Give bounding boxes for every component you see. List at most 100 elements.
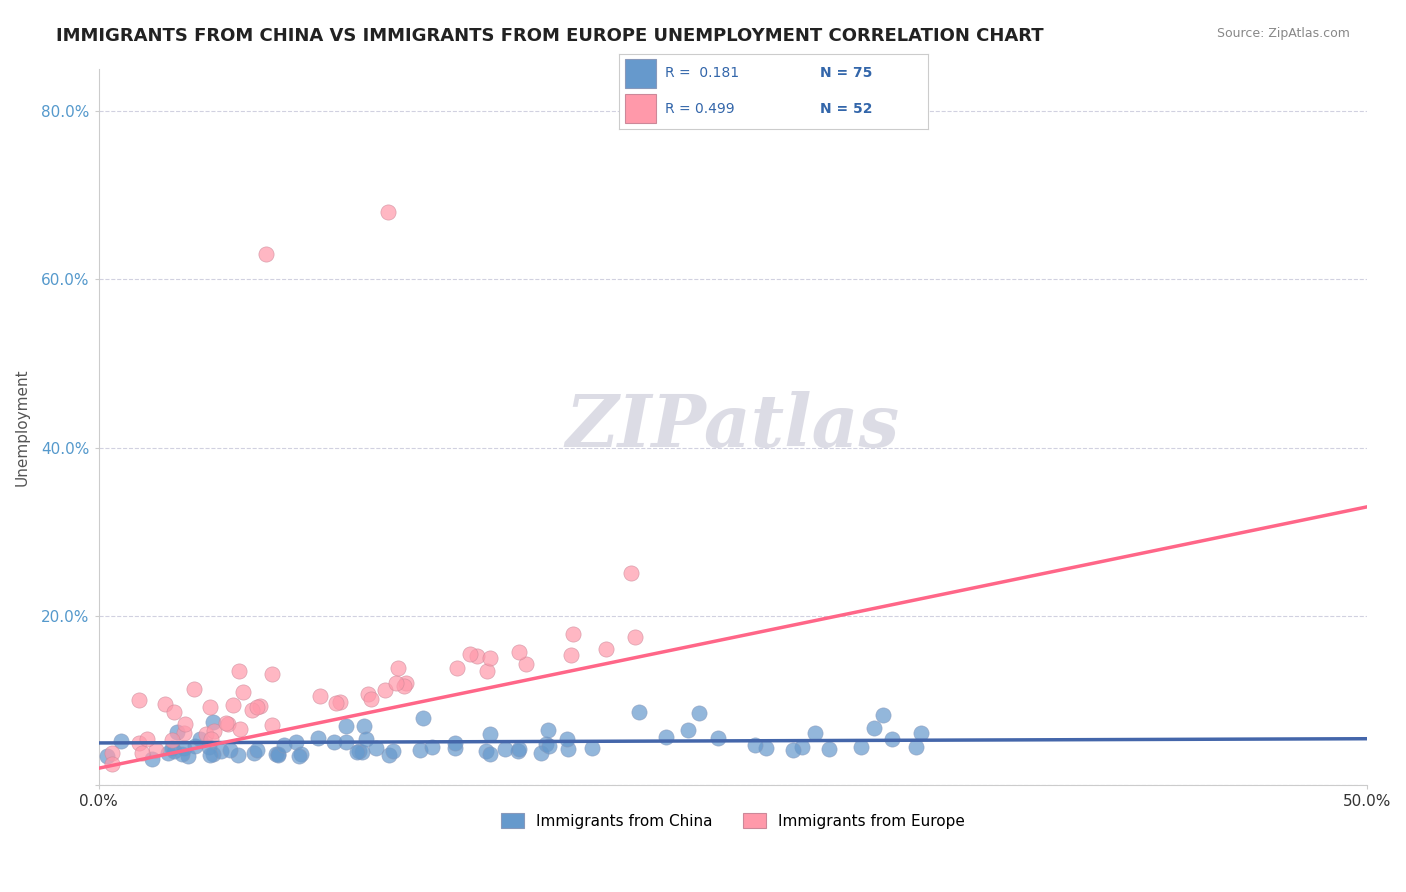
Point: [267, 747, 290, 762]
Point: [849, 739, 872, 754]
Point: [163, 705, 186, 719]
Point: [173, 741, 195, 756]
Point: [128, 693, 150, 707]
Point: [198, 748, 221, 763]
Point: [260, 666, 283, 681]
Point: [141, 751, 163, 765]
Point: [385, 676, 408, 690]
Point: [173, 717, 195, 731]
Point: [620, 566, 643, 581]
Point: [177, 748, 200, 763]
Point: [240, 703, 263, 717]
Point: [200, 732, 222, 747]
Point: [534, 737, 557, 751]
Point: [446, 661, 468, 675]
Point: [202, 724, 225, 739]
Point: [444, 736, 467, 750]
Point: [173, 725, 195, 739]
Point: [218, 743, 240, 757]
Point: [209, 744, 232, 758]
Point: [262, 718, 284, 732]
Point: [508, 644, 530, 658]
Point: [249, 698, 271, 713]
Point: [478, 651, 501, 665]
Point: [555, 731, 578, 746]
Text: R = 0.499: R = 0.499: [665, 102, 735, 116]
Point: [273, 739, 295, 753]
Text: N = 75: N = 75: [820, 66, 872, 80]
Point: [357, 687, 380, 701]
Point: [465, 648, 488, 663]
FancyBboxPatch shape: [624, 59, 655, 87]
Point: [222, 698, 245, 712]
Point: [560, 648, 582, 662]
Point: [290, 747, 312, 762]
Point: [863, 721, 886, 735]
Point: [478, 747, 501, 761]
Point: [136, 732, 159, 747]
Point: [412, 711, 434, 725]
Point: [284, 735, 307, 749]
Point: [910, 726, 932, 740]
Point: [392, 679, 415, 693]
Point: [538, 739, 561, 754]
Point: [530, 747, 553, 761]
Point: [195, 727, 218, 741]
Point: [254, 247, 277, 261]
Point: [506, 744, 529, 758]
Point: [409, 743, 432, 757]
Point: [537, 723, 560, 738]
Point: [477, 664, 499, 678]
Point: [346, 745, 368, 759]
Point: [562, 627, 585, 641]
Point: [872, 708, 894, 723]
Point: [624, 630, 647, 644]
Point: [349, 744, 371, 758]
Point: [595, 642, 617, 657]
Point: [163, 744, 186, 758]
Point: [654, 730, 676, 744]
Point: [267, 747, 290, 762]
Point: [395, 675, 418, 690]
Point: [153, 698, 176, 712]
Point: [494, 741, 516, 756]
Point: [581, 740, 603, 755]
Point: [387, 660, 409, 674]
Point: [198, 739, 221, 754]
Point: [183, 682, 205, 697]
Point: [420, 739, 443, 754]
Point: [508, 742, 530, 756]
Point: [474, 743, 496, 757]
Point: [707, 731, 730, 745]
Point: [201, 747, 224, 761]
Point: [557, 741, 579, 756]
Point: [817, 741, 839, 756]
Point: [96, 748, 118, 763]
Point: [215, 716, 238, 731]
Point: [110, 733, 132, 747]
Point: [309, 690, 332, 704]
Point: [905, 739, 928, 754]
Point: [335, 719, 357, 733]
Point: [184, 739, 207, 753]
Point: [201, 714, 224, 729]
Point: [377, 204, 399, 219]
Text: N = 52: N = 52: [820, 102, 872, 116]
Point: [374, 683, 396, 698]
Point: [217, 717, 239, 731]
Text: R =  0.181: R = 0.181: [665, 66, 740, 80]
Point: [157, 747, 180, 761]
Point: [515, 657, 537, 671]
Text: IMMIGRANTS FROM CHINA VS IMMIGRANTS FROM EUROPE UNEMPLOYMENT CORRELATION CHART: IMMIGRANTS FROM CHINA VS IMMIGRANTS FROM…: [56, 27, 1043, 45]
Point: [246, 700, 269, 714]
Point: [350, 745, 373, 759]
Point: [131, 746, 153, 760]
Point: [353, 718, 375, 732]
Point: [458, 647, 481, 661]
Text: ZIPatlas: ZIPatlas: [565, 392, 900, 462]
Point: [377, 747, 399, 762]
Point: [101, 757, 124, 772]
Point: [188, 732, 211, 747]
Point: [335, 735, 357, 749]
Point: [444, 741, 467, 756]
